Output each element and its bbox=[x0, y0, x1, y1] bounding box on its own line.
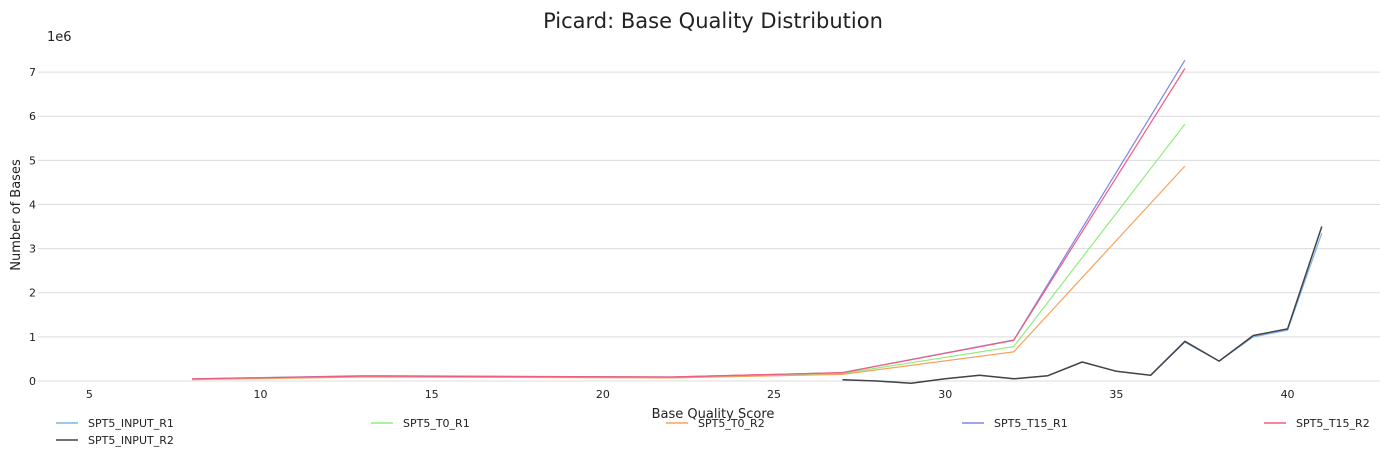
series-line-spt5-t0-r1 bbox=[192, 123, 1186, 380]
legend-label: SPT5_INPUT_R1 bbox=[88, 417, 174, 430]
x-tick-label: 10 bbox=[254, 388, 268, 401]
x-tick-label: 35 bbox=[1109, 388, 1123, 401]
x-axis-label: Base Quality Score bbox=[652, 407, 775, 422]
y-tick-label: 6 bbox=[29, 110, 36, 123]
legend-label: SPT5_T0_R2 bbox=[698, 417, 765, 430]
y-tick-label: 4 bbox=[29, 198, 36, 211]
y-offset-label: 1e6 bbox=[47, 30, 72, 45]
series-line-spt5-input-r1 bbox=[842, 233, 1323, 384]
y-tick-label: 7 bbox=[29, 66, 36, 79]
x-tick-label: 25 bbox=[767, 388, 781, 401]
legend-item-spt5-t15-r1[interactable]: SPT5_T15_R1 bbox=[962, 417, 1068, 430]
legend-item-spt5-input-r1[interactable]: SPT5_INPUT_R1 bbox=[56, 417, 174, 430]
x-tick-labels: 5 10 15 20 25 30 35 40 bbox=[86, 388, 1295, 401]
y-axis-label: Number of Bases bbox=[9, 159, 24, 271]
legend-item-spt5-t0-r1[interactable]: SPT5_T0_R1 bbox=[371, 417, 470, 430]
legend-label: SPT5_INPUT_R2 bbox=[88, 434, 174, 447]
y-tick-label: 2 bbox=[29, 287, 36, 300]
legend-item-spt5-input-r2[interactable]: SPT5_INPUT_R2 bbox=[56, 434, 174, 447]
y-tick-label: 5 bbox=[29, 154, 36, 167]
chart-title: Picard: Base Quality Distribution bbox=[543, 9, 883, 33]
grid bbox=[38, 71, 1380, 382]
x-tick-label: 15 bbox=[425, 388, 439, 401]
legend-label: SPT5_T15_R2 bbox=[1296, 417, 1370, 430]
y-tick-label: 3 bbox=[29, 243, 36, 256]
x-tick-label: 40 bbox=[1281, 388, 1295, 401]
x-tick-label: 5 bbox=[86, 388, 93, 401]
legend-label: SPT5_T0_R1 bbox=[403, 417, 470, 430]
series-line-spt5-t15-r2 bbox=[192, 68, 1186, 380]
x-tick-label: 30 bbox=[938, 388, 952, 401]
series-line-spt5-t15-r1 bbox=[192, 59, 1186, 380]
legend-item-spt5-t0-r2[interactable]: SPT5_T0_R2 bbox=[666, 417, 765, 430]
y-tick-label: 0 bbox=[29, 375, 36, 388]
legend: SPT5_INPUT_R1 SPT5_INPUT_R2 SPT5_T0_R1 SPT5… bbox=[56, 417, 1370, 447]
series-line-spt5-t0-r2 bbox=[192, 165, 1186, 381]
series-line-spt5-input-r2 bbox=[842, 226, 1323, 384]
legend-item-spt5-t15-r2[interactable]: SPT5_T15_R2 bbox=[1264, 417, 1370, 430]
y-tick-labels: 0 1 2 3 4 5 6 7 bbox=[29, 66, 36, 388]
legend-label: SPT5_T15_R1 bbox=[994, 417, 1068, 430]
x-tick-label: 20 bbox=[596, 388, 610, 401]
series-lines bbox=[192, 59, 1323, 384]
y-tick-label: 1 bbox=[29, 331, 36, 344]
